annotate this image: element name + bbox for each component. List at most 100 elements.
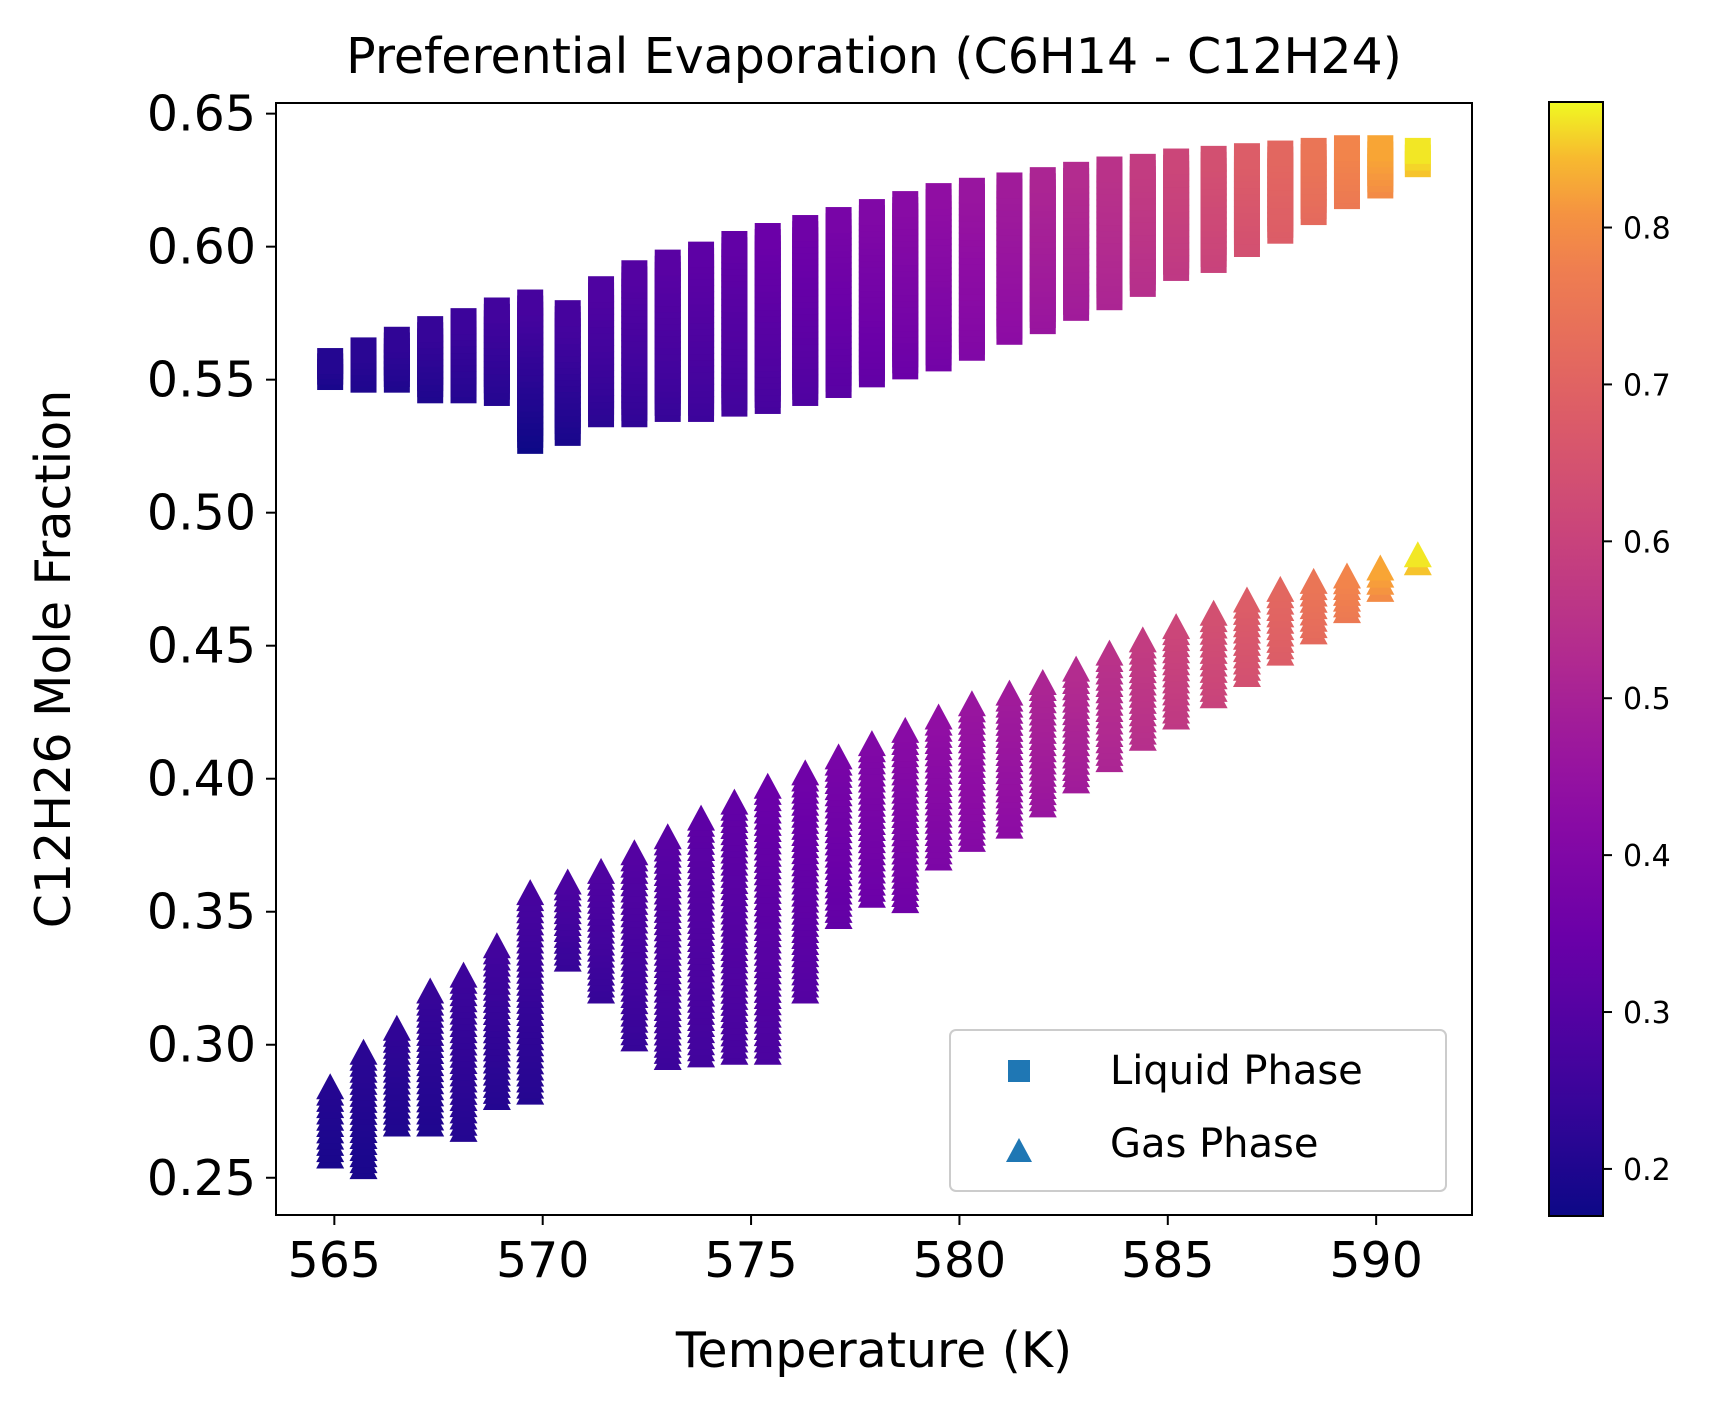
gas-point [824, 743, 853, 770]
legend-liquid-label: Liquid Phase [1110, 1048, 1363, 1094]
colorbar-gradient [1549, 102, 1603, 1216]
colorbar-tick-label: 0.8 [1623, 212, 1671, 247]
liquid-point [1404, 137, 1431, 164]
colorbar: 0.2 0.3 0.4 0.5 0.6 0.7 0.8 [1548, 101, 1671, 1217]
gas-point [1332, 562, 1361, 589]
liquid-point [621, 260, 648, 287]
liquid-point [1063, 161, 1090, 188]
gas-point [482, 932, 511, 959]
gas-point [449, 961, 478, 988]
gas-point [857, 730, 886, 757]
x-tick-label: 585 [1121, 1232, 1215, 1289]
y-tick-label: 0.50 [147, 485, 256, 542]
gas-point [1299, 567, 1328, 594]
gas-point [553, 868, 582, 895]
liquid-point [925, 183, 952, 210]
gas-point [995, 679, 1024, 706]
colorbar-tick-label: 0.5 [1623, 682, 1671, 717]
legend-gas-triangle-icon [1006, 1138, 1032, 1162]
gas-point [349, 1038, 378, 1065]
series-liquid-phase [317, 135, 1431, 454]
liquid-point [1333, 135, 1360, 162]
gas-point [1095, 639, 1124, 666]
y-tick-label: 0.65 [147, 86, 256, 143]
gas-point [1232, 586, 1261, 613]
series-gas-phase [316, 541, 1432, 1180]
x-tick-label: 570 [496, 1232, 590, 1289]
y-tick-label: 0.55 [147, 352, 256, 409]
liquid-point [417, 316, 444, 343]
gas-point [891, 716, 920, 743]
liquid-point [1367, 135, 1394, 162]
gas-point [687, 804, 716, 831]
y-axis-label: C12H26 Mole Fraction [25, 390, 82, 929]
liquid-point [654, 249, 681, 276]
y-tick-label: 0.40 [147, 751, 256, 808]
liquid-point [517, 289, 544, 316]
liquid-point [1163, 148, 1190, 175]
gas-point [1128, 626, 1157, 653]
colorbar-tick-label: 0.4 [1623, 839, 1671, 874]
x-tick-label: 575 [704, 1232, 798, 1289]
gas-point [382, 1014, 411, 1041]
chart-title: Preferential Evaporation (C6H14 - C12H24… [346, 28, 1402, 85]
colorbar-tick-label: 0.7 [1623, 368, 1671, 403]
gas-point [416, 977, 445, 1004]
gas-point [1366, 554, 1395, 581]
y-tick-label: 0.60 [147, 219, 256, 276]
liquid-point [754, 223, 781, 250]
gas-point [1062, 655, 1091, 682]
colorbar-tick-label: 0.6 [1623, 525, 1671, 560]
x-tick-label: 580 [913, 1232, 1007, 1289]
liquid-point [1300, 137, 1327, 164]
liquid-point [996, 172, 1023, 199]
gas-point [957, 690, 986, 717]
gas-point [620, 839, 649, 866]
liquid-point [825, 207, 852, 234]
y-tick-label: 0.45 [147, 618, 256, 675]
x-axis-label: Temperature (K) [675, 1322, 1072, 1379]
y-tick-label: 0.30 [147, 1017, 256, 1074]
gas-point [753, 772, 782, 799]
legend-gas-label: Gas Phase [1110, 1121, 1319, 1167]
gas-point [1028, 668, 1057, 695]
liquid-point [792, 215, 819, 242]
legend: Liquid Phase Gas Phase [949, 1029, 1447, 1192]
x-axis: 565 570 575 580 585 590 [288, 1215, 1423, 1289]
colorbar-ticks: 0.2 0.3 0.4 0.5 0.6 0.7 0.8 [1603, 212, 1671, 1188]
x-tick-label: 565 [288, 1232, 382, 1289]
liquid-point [1267, 140, 1294, 167]
liquid-point [1029, 167, 1056, 194]
gas-point [720, 788, 749, 815]
liquid-point [958, 177, 985, 204]
liquid-point [350, 337, 377, 364]
liquid-point [721, 230, 748, 257]
x-tick-label: 590 [1329, 1232, 1423, 1289]
gas-point [516, 879, 545, 906]
legend-box [949, 1029, 1447, 1192]
liquid-point [892, 191, 919, 218]
liquid-point [483, 297, 510, 324]
gas-point [316, 1073, 345, 1100]
gas-point [1199, 599, 1228, 626]
gas-point [653, 823, 682, 850]
y-axis: 0.25 0.30 0.35 0.40 0.45 0.50 0.55 0.60 0.65 [147, 86, 276, 1207]
liquid-point [1233, 143, 1260, 170]
gas-point [1162, 613, 1191, 640]
legend-liquid-square-icon [1008, 1060, 1030, 1082]
colorbar-tick-label: 0.3 [1623, 996, 1671, 1031]
gas-point [587, 857, 616, 884]
liquid-point [317, 348, 344, 375]
liquid-point [1129, 153, 1156, 180]
liquid-point [554, 300, 581, 327]
y-tick-label: 0.35 [147, 884, 256, 941]
gas-point [791, 759, 820, 786]
liquid-point [858, 199, 885, 226]
liquid-point [1096, 156, 1123, 183]
liquid-point [450, 308, 477, 335]
gas-point [1266, 575, 1295, 602]
liquid-point [383, 326, 410, 353]
plot-marks [316, 135, 1432, 1180]
liquid-point [688, 241, 715, 268]
